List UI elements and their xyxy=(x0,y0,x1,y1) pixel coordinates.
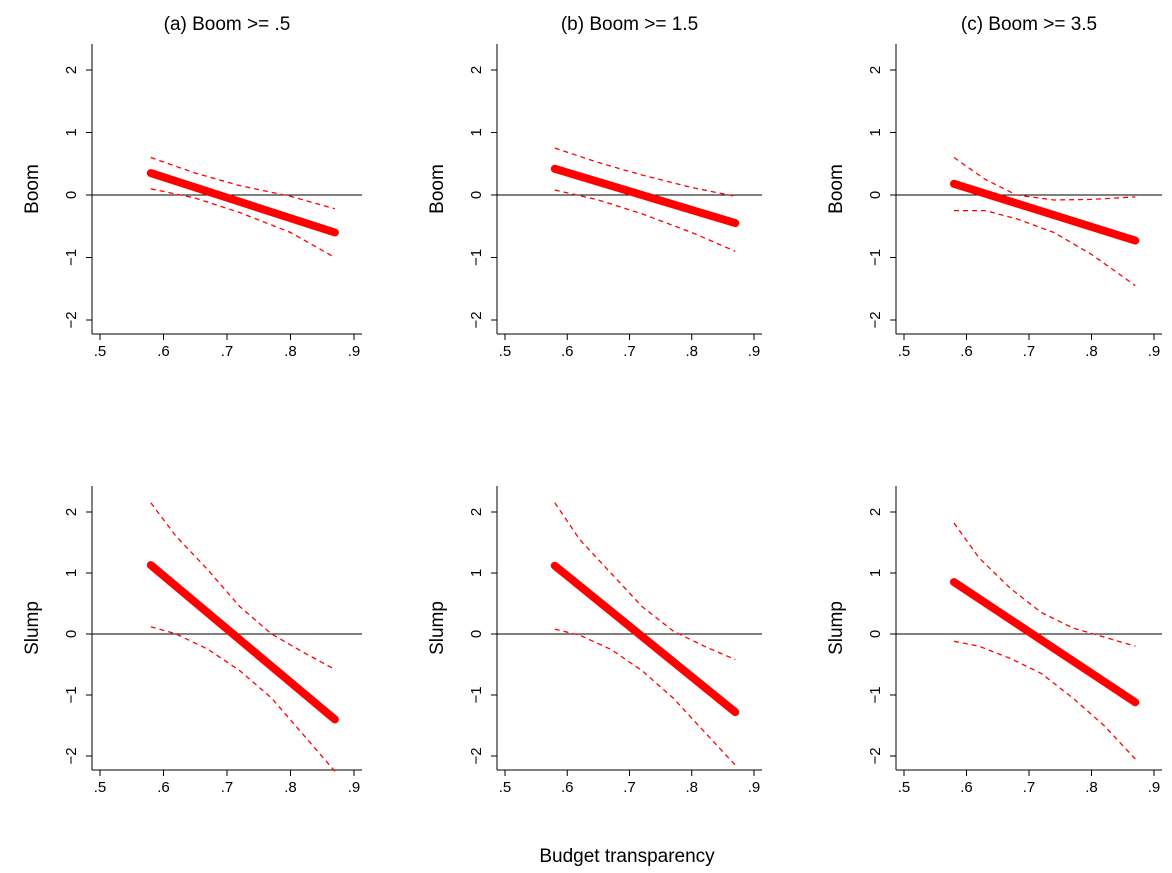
confidence-bound-lower xyxy=(554,189,736,252)
marginal-effect-line xyxy=(550,561,740,717)
panel-5: −2 −1 0 1 2 .5 .6 .7 .8 .9 Slump xyxy=(427,486,762,796)
y-tick-label: −1 xyxy=(867,686,884,703)
y-tick-label: 2 xyxy=(63,66,80,74)
x-tick-label: .6 xyxy=(157,779,170,796)
x-tick-label: .5 xyxy=(898,343,911,360)
y-tick-label: 0 xyxy=(63,191,80,199)
confidence-bound-lower xyxy=(954,209,1136,287)
x-tick-label: .6 xyxy=(960,343,973,360)
y-tick-label: 1 xyxy=(63,128,80,136)
x-tick-label: .8 xyxy=(685,779,698,796)
y-tick-label: 0 xyxy=(867,191,884,199)
panel-title: (c) Boom >= 3.5 xyxy=(961,14,1097,35)
x-tick-label: .7 xyxy=(623,779,636,796)
marginal-effect-line xyxy=(950,578,1140,707)
y-tick-label: 0 xyxy=(468,630,485,638)
y-tick-label: 0 xyxy=(468,191,485,199)
y-tick-label: −2 xyxy=(63,311,80,328)
x-tick-label: .5 xyxy=(499,343,512,360)
y-tick-label: −1 xyxy=(468,686,485,703)
x-tick-label: .5 xyxy=(94,779,107,796)
panel-title: (a) Boom >= .5 xyxy=(164,14,291,35)
y-tick-label: 1 xyxy=(63,569,80,577)
x-tick-label: .9 xyxy=(748,779,761,796)
panel-6: −2 −1 0 1 2 .5 .6 .7 .8 .9 Slump xyxy=(826,486,1162,796)
y-tick-label: −2 xyxy=(468,747,485,764)
y-tick-label: −2 xyxy=(867,311,884,328)
x-tick-label: .9 xyxy=(748,343,761,360)
confidence-bound-lower xyxy=(150,188,336,259)
x-tick-label: .8 xyxy=(1085,343,1098,360)
x-tick-label: .6 xyxy=(960,779,973,796)
y-axis-label: Slump xyxy=(427,601,448,655)
x-tick-label: .7 xyxy=(1023,779,1036,796)
panel-2: −2 −1 0 1 2 .5 .6 .7 .8 .9 Boom (b) Boom >= 1.5 xyxy=(427,14,762,360)
y-tick-label: 2 xyxy=(468,508,485,516)
panel-3: −2 −1 0 1 2 .5 .6 .7 .8 .9 Boom (c) Boom >= 3.5 xyxy=(826,14,1162,360)
y-tick-label: 0 xyxy=(63,630,80,638)
confidence-bound-lower xyxy=(150,626,336,772)
y-axis-label: Slump xyxy=(826,601,847,655)
x-tick-label: .7 xyxy=(221,779,234,796)
x-tick-label: .8 xyxy=(1085,779,1098,796)
y-tick-label: −2 xyxy=(63,747,80,764)
y-tick-label: −1 xyxy=(63,686,80,703)
x-tick-label: .7 xyxy=(623,343,636,360)
y-axis-label: Slump xyxy=(22,601,43,655)
x-tick-label: .6 xyxy=(561,343,574,360)
x-tick-label: .9 xyxy=(1148,343,1161,360)
confidence-bound-upper xyxy=(953,522,1136,647)
x-tick-label: .5 xyxy=(94,343,107,360)
x-tick-label: .9 xyxy=(348,779,361,796)
marginal-effect-line xyxy=(550,164,740,228)
global-x-axis-label: Budget transparency xyxy=(539,846,715,867)
confidence-bound-lower xyxy=(953,640,1136,760)
x-tick-label: .9 xyxy=(348,343,361,360)
x-tick-label: .6 xyxy=(561,779,574,796)
panel-title: (b) Boom >= 1.5 xyxy=(561,14,698,35)
confidence-bound-upper xyxy=(953,156,1136,201)
y-tick-label: 2 xyxy=(867,66,884,74)
x-tick-label: .7 xyxy=(1023,343,1036,360)
y-tick-label: 1 xyxy=(867,569,884,577)
confidence-bound-upper xyxy=(554,502,736,661)
x-tick-label: .7 xyxy=(221,343,234,360)
y-tick-label: 1 xyxy=(468,128,485,136)
confidence-bound-upper xyxy=(554,147,736,197)
marginal-effect-line xyxy=(950,179,1140,245)
y-tick-label: −1 xyxy=(63,249,80,266)
y-tick-label: 2 xyxy=(63,508,80,516)
y-tick-label: 0 xyxy=(867,630,884,638)
panel-4: −2 −1 0 1 2 .5 .6 .7 .8 .9 Slump xyxy=(22,486,362,796)
marginal-effect-line xyxy=(146,169,339,237)
confidence-bound-lower xyxy=(554,628,736,766)
y-tick-label: −1 xyxy=(867,249,884,266)
y-tick-label: −1 xyxy=(468,249,485,266)
x-tick-label: .8 xyxy=(284,343,297,360)
y-tick-label: 2 xyxy=(468,66,485,74)
x-tick-label: .5 xyxy=(898,779,911,796)
y-tick-label: 2 xyxy=(867,508,884,516)
x-tick-label: .5 xyxy=(499,779,512,796)
y-tick-label: −2 xyxy=(468,311,485,328)
x-tick-label: .8 xyxy=(685,343,698,360)
x-tick-label: .8 xyxy=(284,779,297,796)
y-tick-label: 1 xyxy=(468,569,485,577)
x-tick-label: .9 xyxy=(1148,779,1161,796)
x-tick-label: .6 xyxy=(157,343,170,360)
y-tick-label: 1 xyxy=(867,128,884,136)
panel-1: −2 −1 0 1 2 .5 .6 .7 .8 .9 Boom (a) Boom >= .5 xyxy=(22,14,362,360)
y-axis-label: Boom xyxy=(826,164,847,214)
y-axis-label: Boom xyxy=(22,164,43,214)
confidence-bound-upper xyxy=(150,502,336,670)
y-tick-label: −2 xyxy=(867,747,884,764)
confidence-bound-upper xyxy=(150,156,336,210)
marginal-effect-line xyxy=(146,561,339,724)
y-axis-label: Boom xyxy=(427,164,448,214)
